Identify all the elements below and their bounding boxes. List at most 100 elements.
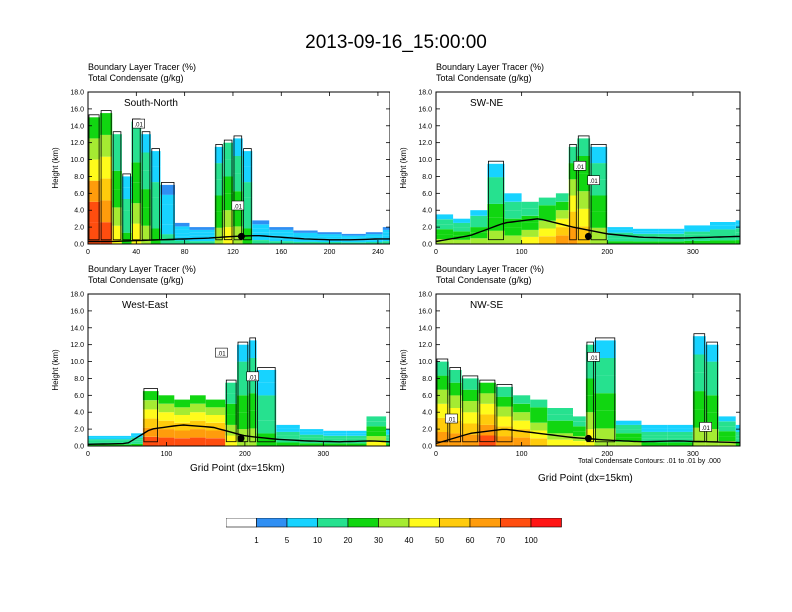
tracer-cell (705, 378, 719, 396)
location-marker (584, 232, 592, 240)
condensate-contour (243, 148, 252, 241)
condensate-contour (479, 379, 496, 443)
tracer-cell (141, 189, 151, 208)
y-tick-label: 4.0 (74, 410, 84, 417)
tracer-cell (341, 240, 366, 243)
y-tick-label: 2.0 (422, 427, 432, 434)
tracer-cell (684, 231, 710, 235)
condensate-contour (487, 160, 504, 241)
colorbar-swatch (317, 518, 349, 528)
tracer-cell (252, 220, 270, 225)
x-tick-label: 200 (324, 249, 336, 256)
tracer-cell (225, 393, 238, 404)
x-tick-label: 100 (161, 451, 173, 458)
tracer-cell (436, 361, 449, 376)
tracer-cell (252, 228, 270, 233)
tracer-cell (684, 240, 710, 244)
tracer-cell (633, 231, 659, 234)
tracer-cell (142, 391, 159, 401)
tracer-cell (160, 224, 175, 235)
colorbar-label: 70 (496, 536, 505, 545)
tracer-cell (710, 229, 736, 234)
y-tick-label: 14.0 (70, 325, 84, 332)
tracer-cell (641, 442, 668, 446)
tracer-cell (735, 431, 740, 436)
y-tick-label: 10.0 (70, 359, 84, 366)
tracer-cell (547, 439, 573, 446)
tracer-cell (256, 395, 277, 408)
tracer-cell (547, 408, 573, 415)
x-tick-label: 0 (86, 451, 90, 458)
condensate-contour (249, 337, 257, 443)
tracer-cell (341, 235, 366, 238)
tracer-cell (111, 440, 132, 443)
contour-label-box (231, 200, 245, 211)
tracer-cell (131, 142, 142, 163)
tracer-cell (735, 424, 740, 429)
tracer-cell (538, 220, 556, 229)
tracer-cell (382, 227, 390, 230)
x-tick-label: 0 (434, 451, 438, 458)
tracer-cell (555, 210, 569, 219)
tracer-cell (100, 134, 113, 157)
tracer-cell (470, 215, 488, 222)
panel-sw-ne: Boundary Layer Tracer (%) Total Condensa… (348, 62, 741, 292)
tracer-cell (633, 238, 659, 242)
tracer-cell (615, 441, 642, 446)
tracer-cell (538, 197, 556, 206)
tracer-cell (293, 232, 318, 235)
tracer-cell (538, 228, 556, 237)
tracer-cell (223, 159, 233, 177)
tracer-cell (521, 229, 539, 237)
cross-section-plot: .01 .01 0.0 2.0 4.0 6.0 8.0 10.0 12.0 14.0 16.0 18.… (51, 292, 390, 458)
tracer-cell (573, 426, 586, 432)
tracer-cell (478, 435, 496, 446)
tracer-cell (478, 403, 496, 415)
tracer-cell (100, 200, 113, 223)
tracer-cell (718, 436, 736, 441)
tracer-cell (88, 180, 101, 202)
terrain-line (87, 424, 390, 445)
y-axis-label: Height (km) (399, 147, 408, 189)
tracer-cell (461, 378, 479, 390)
tracer-cell (568, 163, 578, 180)
tracer-cell (293, 235, 318, 238)
colorbar-swatch (530, 518, 562, 528)
tracer-cell (436, 431, 449, 446)
panel-title-condensate: Total Condensate (g/kg) (436, 275, 532, 285)
tracer-cell (382, 241, 390, 244)
condensate-contour (143, 388, 158, 443)
tracer-cell (205, 438, 226, 446)
tracer-cell (174, 415, 190, 423)
tracer-cell (530, 407, 548, 415)
tracer-cell (142, 409, 159, 419)
tracer-cell (205, 415, 226, 423)
tracer-cell (323, 443, 347, 446)
condensate-contour (594, 337, 616, 443)
tracer-cell (204, 238, 215, 242)
tracer-cell (189, 241, 204, 244)
tracer-cell (112, 207, 122, 226)
x-tick-label: 300 (687, 249, 699, 256)
panel-title-condensate: Total Condensate (g/kg) (88, 275, 184, 285)
tracer-cell (141, 152, 151, 171)
y-tick-label: 16.0 (418, 106, 432, 113)
tracer-cell (577, 173, 591, 192)
tracer-cell (573, 421, 586, 427)
tracer-cell (346, 430, 367, 434)
y-tick-label: 2.0 (74, 427, 84, 434)
tracer-cell (223, 193, 233, 211)
tracer-cell (710, 222, 736, 226)
tracer-cell (487, 190, 505, 204)
colorbar-legend: 1 5 10 20 30 40 50 60 70 100 (226, 518, 562, 545)
tracer-cell (233, 156, 243, 174)
tracer-cell (568, 211, 578, 228)
plot-frame (435, 293, 741, 447)
tracer-cell (150, 213, 161, 229)
x-tick-label: 200 (601, 249, 613, 256)
tracer-cell (641, 431, 668, 436)
tracer-cell (568, 227, 578, 244)
tracer-cell (386, 437, 390, 441)
tracer-cell (547, 414, 573, 421)
tracer-cell (436, 389, 449, 404)
